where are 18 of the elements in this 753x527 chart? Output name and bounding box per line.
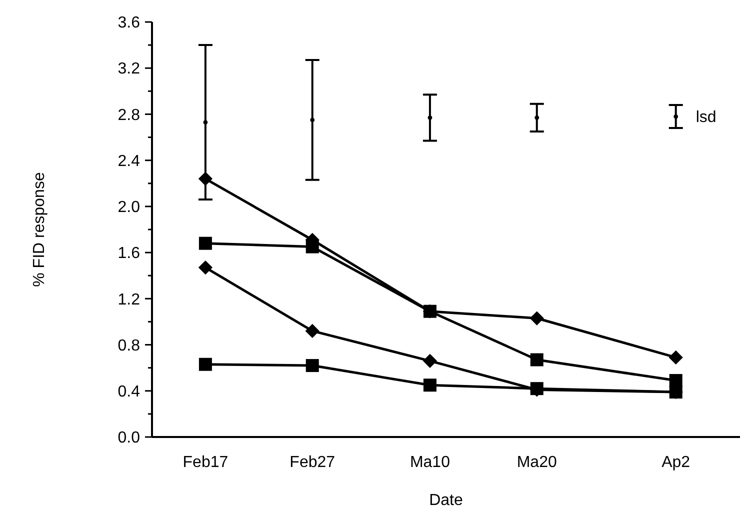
x-tick-label: Ma10 — [410, 454, 450, 471]
y-tick-label: 3.6 — [118, 14, 140, 32]
y-tick-label: 2.4 — [118, 152, 140, 170]
y-tick-label: 2.0 — [118, 199, 140, 216]
y-tick-label: 0.4 — [118, 383, 140, 400]
y-tick-label: 0.8 — [118, 337, 140, 354]
y-tick-label: 3.2 — [118, 60, 140, 78]
y-axis-title: % FID response — [31, 172, 48, 287]
y-tick-label: 2.8 — [118, 106, 140, 124]
y-tick-label: 0.0 — [118, 430, 140, 447]
y-tick-label: 1.6 — [118, 245, 140, 262]
x-axis-title: Date — [429, 492, 463, 509]
series-label: lsd — [696, 109, 716, 126]
x-tick-label: Ma20 — [516, 454, 557, 471]
y-tick-label: 1.2 — [118, 291, 140, 308]
x-tick-label: Ap2 — [662, 454, 690, 471]
x-tick-label: Feb27 — [290, 454, 336, 471]
x-tick-label: Feb17 — [182, 454, 228, 471]
